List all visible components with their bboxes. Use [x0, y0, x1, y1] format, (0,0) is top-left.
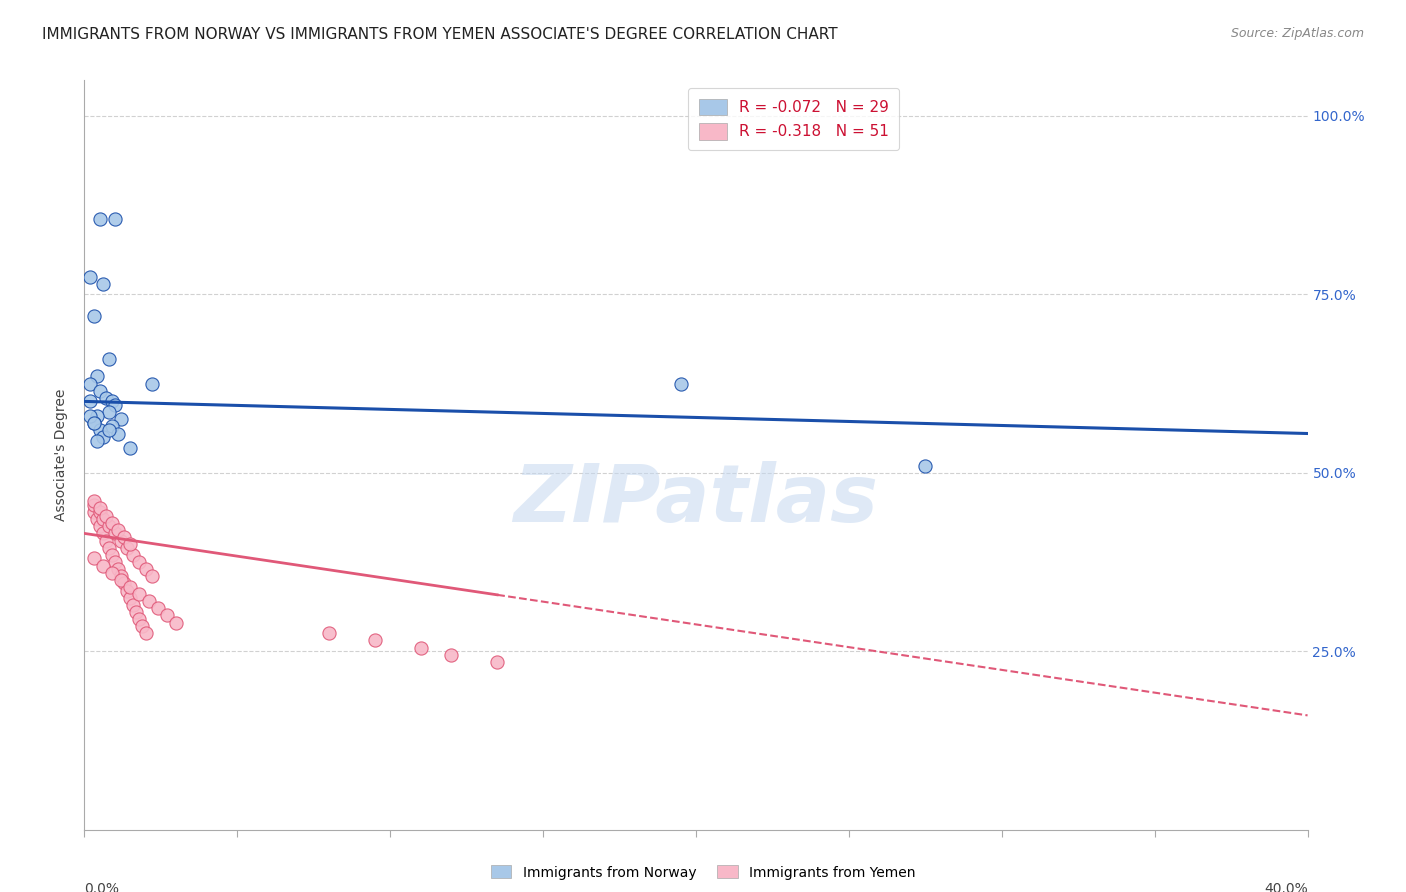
Point	[91, 277, 114, 291]
Point	[120, 591, 142, 605]
Point	[110, 412, 132, 426]
Point	[86, 434, 108, 448]
Point	[131, 619, 153, 633]
Point	[122, 598, 145, 612]
Point	[364, 633, 387, 648]
Point	[79, 269, 101, 284]
Point	[146, 601, 169, 615]
Point	[141, 569, 163, 583]
Point	[91, 558, 114, 573]
Point	[107, 523, 129, 537]
Point	[101, 566, 124, 580]
Text: ZIPatlas: ZIPatlas	[513, 461, 879, 539]
Point	[135, 562, 157, 576]
Point	[318, 626, 340, 640]
Legend: Immigrants from Norway, Immigrants from Yemen: Immigrants from Norway, Immigrants from …	[485, 860, 921, 885]
Point	[110, 569, 132, 583]
Point	[89, 423, 111, 437]
Point	[440, 648, 463, 662]
Point	[97, 405, 120, 419]
Point	[165, 615, 187, 630]
Point	[110, 533, 132, 548]
Point	[138, 594, 160, 608]
Point	[135, 626, 157, 640]
Point	[83, 416, 105, 430]
Point	[86, 369, 108, 384]
Point	[79, 409, 101, 423]
Point	[89, 212, 111, 227]
Point	[101, 548, 124, 562]
Point	[115, 583, 138, 598]
Point	[486, 655, 509, 669]
Point	[97, 423, 120, 437]
Point	[86, 409, 108, 423]
Point	[128, 612, 150, 626]
Point	[83, 505, 105, 519]
Point	[112, 530, 135, 544]
Point	[97, 351, 120, 366]
Point	[83, 498, 105, 512]
Legend: R = -0.072   N = 29, R = -0.318   N = 51: R = -0.072 N = 29, R = -0.318 N = 51	[689, 88, 900, 150]
Point	[79, 394, 101, 409]
Point	[94, 533, 117, 548]
Point	[914, 458, 936, 473]
Point	[112, 576, 135, 591]
Point	[94, 391, 117, 405]
Point	[94, 508, 117, 523]
Point	[120, 580, 142, 594]
Point	[104, 398, 127, 412]
Point	[89, 384, 111, 398]
Point	[107, 426, 129, 441]
Point	[91, 526, 114, 541]
Point	[115, 541, 138, 555]
Point	[122, 548, 145, 562]
Point	[79, 376, 101, 391]
Point	[83, 494, 105, 508]
Point	[97, 541, 120, 555]
Point	[104, 555, 127, 569]
Point	[141, 376, 163, 391]
Point	[128, 587, 150, 601]
Point	[89, 519, 111, 533]
Point	[120, 441, 142, 455]
Point	[89, 501, 111, 516]
Point	[104, 526, 127, 541]
Text: 40.0%: 40.0%	[1264, 882, 1308, 892]
Point	[83, 551, 105, 566]
Text: 0.0%: 0.0%	[84, 882, 120, 892]
Point	[156, 608, 179, 623]
Point	[101, 516, 124, 530]
Point	[97, 519, 120, 533]
Point	[101, 394, 124, 409]
Point	[128, 555, 150, 569]
Text: IMMIGRANTS FROM NORWAY VS IMMIGRANTS FROM YEMEN ASSOCIATE'S DEGREE CORRELATION C: IMMIGRANTS FROM NORWAY VS IMMIGRANTS FRO…	[42, 27, 838, 42]
Point	[104, 212, 127, 227]
Point	[125, 605, 148, 619]
Point	[409, 640, 432, 655]
Point	[83, 309, 105, 323]
Point	[86, 512, 108, 526]
Point	[669, 376, 692, 391]
Point	[91, 512, 114, 526]
Text: Source: ZipAtlas.com: Source: ZipAtlas.com	[1230, 27, 1364, 40]
Point	[107, 562, 129, 576]
Point	[91, 430, 114, 444]
Point	[89, 505, 111, 519]
Y-axis label: Associate's Degree: Associate's Degree	[55, 389, 69, 521]
Point	[83, 416, 105, 430]
Point	[120, 537, 142, 551]
Point	[110, 573, 132, 587]
Point	[101, 419, 124, 434]
